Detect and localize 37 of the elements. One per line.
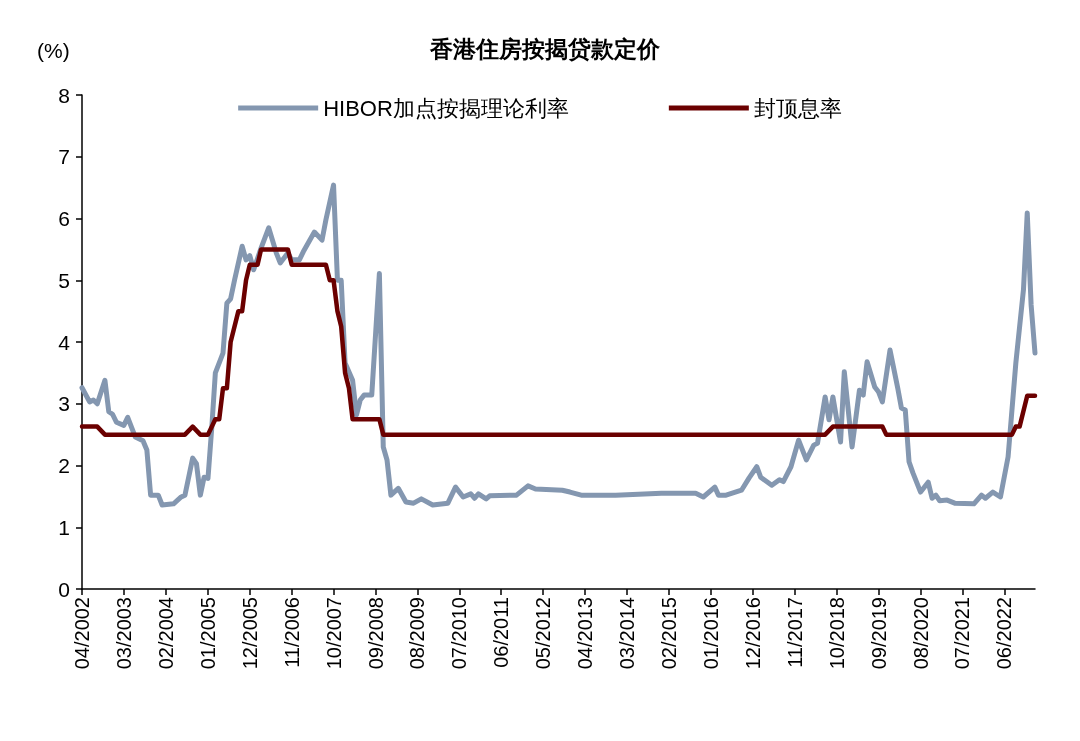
x-tick-label: 03/2003 bbox=[112, 597, 135, 670]
x-tick-label: 07/2010 bbox=[448, 597, 471, 670]
x-tick-label: 02/2004 bbox=[155, 597, 178, 670]
x-tick-label: 12/2005 bbox=[238, 597, 261, 670]
chart-title: 香港住房按揭贷款定价 bbox=[429, 35, 661, 62]
x-tick-label: 07/2021 bbox=[951, 597, 974, 670]
y-tick-label: 1 bbox=[58, 515, 70, 539]
x-tick-label: 11/2017 bbox=[783, 597, 806, 668]
x-tick-label: 08/2009 bbox=[406, 597, 429, 670]
x-tick-label: 10/2018 bbox=[825, 597, 848, 670]
legend-label: 封顶息率 bbox=[753, 95, 842, 121]
x-tick-label: 12/2016 bbox=[741, 597, 764, 670]
x-tick-label: 03/2014 bbox=[615, 597, 638, 670]
x-tick-label: 02/2015 bbox=[658, 597, 681, 670]
y-tick-label: 2 bbox=[58, 454, 70, 477]
y-tick-label: 4 bbox=[58, 330, 71, 354]
x-tick-label: 04/2013 bbox=[574, 597, 597, 670]
x-tick-label: 01/2005 bbox=[196, 597, 219, 670]
x-tick-label: 05/2012 bbox=[532, 597, 555, 670]
y-tick-label: 7 bbox=[58, 145, 70, 169]
x-tick-label: 01/2016 bbox=[699, 597, 722, 670]
y-tick-label: 8 bbox=[58, 83, 70, 107]
x-tick-label: 08/2020 bbox=[909, 597, 932, 670]
x-tick-label: 09/2019 bbox=[867, 597, 890, 670]
x-tick-label: 11/2006 bbox=[280, 597, 303, 668]
x-tick-label: 04/2002 bbox=[71, 597, 93, 670]
x-tick-label: 06/2022 bbox=[993, 597, 1016, 670]
y-tick-label: 5 bbox=[58, 268, 70, 292]
x-tick-label: 06/2011 bbox=[490, 597, 513, 668]
line-series bbox=[79, 247, 1038, 437]
y-tick-label: 6 bbox=[58, 207, 70, 230]
x-tick-label: 09/2008 bbox=[364, 597, 387, 670]
legend-label: HIBOR加点按揭理论利率 bbox=[323, 95, 569, 121]
y-tick-label: 0 bbox=[58, 577, 70, 601]
y-tick-label: 3 bbox=[58, 392, 70, 416]
x-tick-label: 10/2007 bbox=[322, 597, 345, 670]
y-axis-title: (%) bbox=[37, 39, 70, 62]
